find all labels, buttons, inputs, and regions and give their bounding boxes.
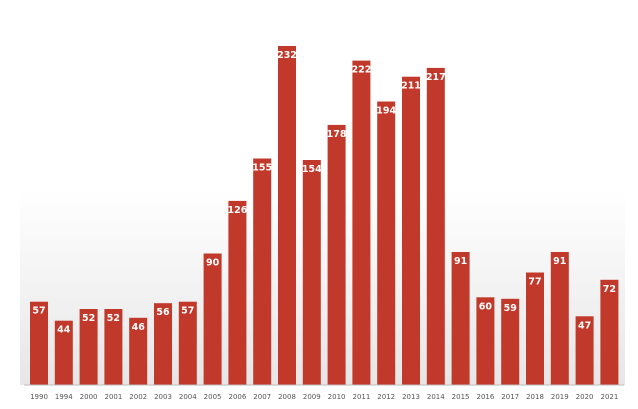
bar-1990 — [30, 301, 48, 385]
data-label-2014: 217 — [426, 72, 446, 83]
bar-2002 — [129, 317, 148, 385]
x-tick-2001: 2001 — [104, 393, 122, 401]
data-label-2007: 155 — [252, 163, 272, 174]
data-label-2004: 57 — [181, 306, 194, 317]
x-tick-2019: 2019 — [551, 393, 569, 401]
x-tick-2017: 2017 — [501, 393, 519, 401]
bar-1994 — [54, 320, 73, 385]
bars-group — [30, 46, 619, 386]
x-tick-2014: 2014 — [427, 393, 445, 401]
x-tick-2006: 2006 — [228, 393, 246, 401]
x-tick-2007: 2007 — [253, 393, 271, 401]
x-tick-2013: 2013 — [402, 393, 420, 401]
x-tick-2018: 2018 — [526, 393, 544, 401]
bar-2005 — [203, 253, 222, 385]
bar-2019 — [550, 252, 569, 385]
data-label-2003: 56 — [156, 307, 170, 318]
data-label-1994: 44 — [57, 325, 71, 336]
bar-2007 — [253, 158, 272, 385]
data-label-2012: 194 — [376, 106, 396, 117]
data-label-2010: 178 — [327, 129, 347, 140]
x-tick-2003: 2003 — [154, 393, 172, 401]
x-tick-2021: 2021 — [600, 393, 618, 401]
x-tick-2002: 2002 — [129, 393, 147, 401]
bar-2018 — [526, 272, 544, 385]
data-label-1990: 57 — [32, 306, 45, 317]
x-tick-2012: 2012 — [377, 393, 395, 401]
data-label-2000: 52 — [82, 313, 95, 324]
x-tick-labels-group: 1990 1994 2000 2001 2002 2003 2004 2005 2006 2007… — [30, 393, 618, 401]
x-tick-2009: 2009 — [303, 393, 321, 401]
bar-2006 — [228, 200, 247, 385]
data-label-2005: 90 — [206, 258, 220, 269]
data-label-2021: 72 — [603, 284, 616, 295]
x-tick-2000: 2000 — [80, 393, 98, 401]
x-tick-2020: 2020 — [576, 393, 594, 401]
x-tick-1990: 1990 — [30, 393, 48, 401]
bar-2016 — [476, 297, 495, 385]
bar-2013 — [402, 76, 420, 385]
data-label-2011: 222 — [351, 65, 371, 76]
bar-2001 — [104, 309, 123, 385]
bar-2015 — [451, 252, 470, 385]
data-label-2009: 154 — [302, 164, 322, 175]
data-label-2001: 52 — [107, 313, 120, 324]
data-label-2019: 91 — [553, 256, 566, 267]
data-label-2018: 77 — [528, 277, 541, 288]
bar-2014 — [426, 67, 445, 386]
bar-2017 — [501, 298, 520, 385]
x-tick-2015: 2015 — [452, 393, 470, 401]
data-label-2002: 46 — [132, 322, 146, 333]
x-tick-2016: 2016 — [476, 393, 494, 401]
x-tick-2010: 2010 — [328, 393, 346, 401]
bar-2000 — [79, 309, 98, 385]
data-label-2006: 126 — [227, 205, 247, 216]
bar-2020 — [575, 316, 594, 385]
bar-2009 — [302, 160, 321, 385]
data-label-2017: 59 — [504, 303, 517, 314]
bar-2012 — [377, 101, 396, 385]
bar-2021 — [600, 279, 619, 385]
bar-2004 — [178, 301, 197, 385]
bar-2003 — [154, 303, 172, 385]
data-label-2013: 211 — [401, 81, 421, 92]
bar-2011 — [352, 60, 371, 385]
bar-labels-group: 57 44 52 52 46 56 57 90 126 155 232 154 178 222 194 211… — [32, 50, 616, 336]
x-tick-1994: 1994 — [55, 393, 73, 401]
x-tick-2005: 2005 — [204, 393, 222, 401]
data-label-2015: 91 — [454, 256, 467, 267]
data-label-2008: 232 — [277, 50, 297, 61]
x-tick-2004: 2004 — [179, 393, 197, 401]
x-tick-2011: 2011 — [352, 393, 370, 401]
bar-2010 — [327, 124, 346, 386]
bar-2008 — [278, 46, 296, 385]
x-tick-2008: 2008 — [278, 393, 296, 401]
data-label-2016: 60 — [479, 301, 493, 312]
data-label-2020: 47 — [578, 320, 591, 331]
